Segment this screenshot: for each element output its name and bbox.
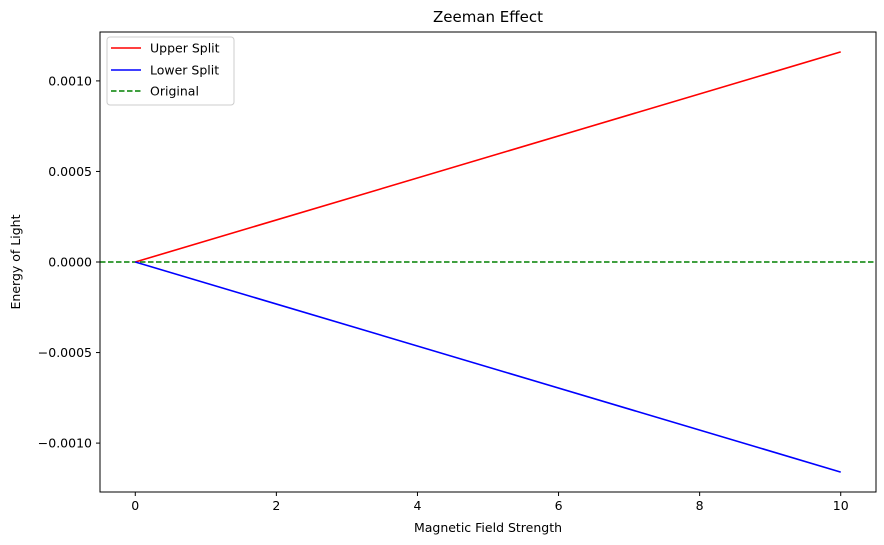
- series-line-lower-split: [135, 261, 841, 473]
- x-tick-label: 0: [131, 498, 139, 513]
- x-tick-label: 6: [555, 498, 563, 513]
- legend-label-lower: Lower Split: [150, 63, 219, 78]
- y-axis-label: Energy of Light: [8, 214, 23, 309]
- x-tick-label: 2: [272, 498, 280, 513]
- y-tick-label: −0.0010: [38, 436, 92, 451]
- y-tick-label: −0.0005: [38, 345, 92, 360]
- legend-label-original: Original: [150, 84, 199, 99]
- series-line-upper-split: [135, 51, 841, 263]
- legend: Upper Split Lower Split Original: [106, 36, 235, 106]
- chart-title: Zeeman Effect: [433, 8, 543, 26]
- legend-label-upper: Upper Split: [150, 41, 220, 56]
- x-axis-label: Magnetic Field Strength: [414, 520, 562, 535]
- y-tick-label: 0.0005: [48, 164, 92, 179]
- y-tick-label: 0.0010: [48, 73, 92, 88]
- x-tick-label: 10: [833, 498, 849, 513]
- legend-frame: [106, 36, 235, 106]
- y-tick-label: 0.0000: [48, 255, 92, 270]
- x-tick-label: 4: [413, 498, 421, 513]
- x-tick-label: 8: [696, 498, 704, 513]
